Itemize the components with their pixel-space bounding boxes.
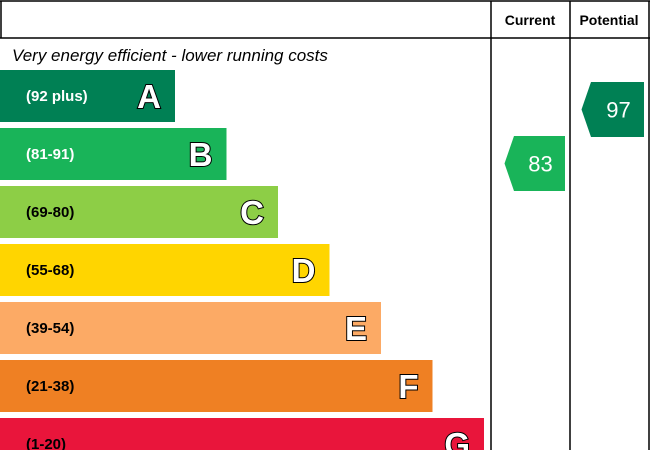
band-e-bar: [0, 302, 381, 354]
band-g-bar: [0, 418, 484, 450]
band-e-range: (39-54): [26, 320, 74, 337]
band-c-letter: C: [240, 194, 264, 231]
current-column-header: Current: [505, 12, 556, 28]
band-c-range: (69-80): [26, 204, 74, 221]
band-f-range: (21-38): [26, 378, 74, 395]
current-rating-arrow-value: 83: [528, 152, 552, 177]
band-f-bar: [0, 360, 433, 412]
current-rating-arrow-shape: [504, 136, 565, 191]
band-g-range: (1-20): [26, 436, 66, 450]
potential-column-header: Potential: [579, 12, 638, 28]
band-d-bar: [0, 244, 330, 296]
band-a-bar: [0, 70, 175, 122]
band-c: (69-80) C: [0, 186, 278, 238]
band-e-letter: E: [345, 310, 367, 347]
current-rating-arrow: 83: [504, 136, 565, 191]
rating-indicators: 83 97: [504, 82, 644, 191]
efficiency-caption: Very energy efficient - lower running co…: [12, 46, 328, 65]
band-e: (39-54) E: [0, 302, 381, 354]
band-a-letter: A: [137, 78, 161, 115]
band-c-bar: [0, 186, 278, 238]
potential-rating-arrow-shape: [581, 82, 644, 137]
rating-bands: (92 plus) A (81-91) B (69-80) C (55-68) D (39-54…: [0, 70, 484, 450]
band-f-letter: F: [398, 368, 418, 405]
band-d: (55-68) D: [0, 244, 330, 296]
band-d-letter: D: [292, 252, 316, 289]
band-b-bar: [0, 128, 227, 180]
band-a-range: (92 plus): [26, 88, 88, 105]
potential-rating-arrow-value: 97: [606, 98, 630, 123]
band-d-range: (55-68): [26, 262, 74, 279]
band-g: (1-20) G: [0, 418, 484, 450]
band-b: (81-91) B: [0, 128, 227, 180]
band-b-range: (81-91): [26, 146, 74, 163]
band-a: (92 plus) A: [0, 70, 175, 122]
band-f: (21-38) F: [0, 360, 433, 412]
potential-rating-arrow: 97: [581, 82, 644, 137]
band-g-letter: G: [444, 426, 470, 450]
band-b-letter: B: [189, 136, 213, 173]
